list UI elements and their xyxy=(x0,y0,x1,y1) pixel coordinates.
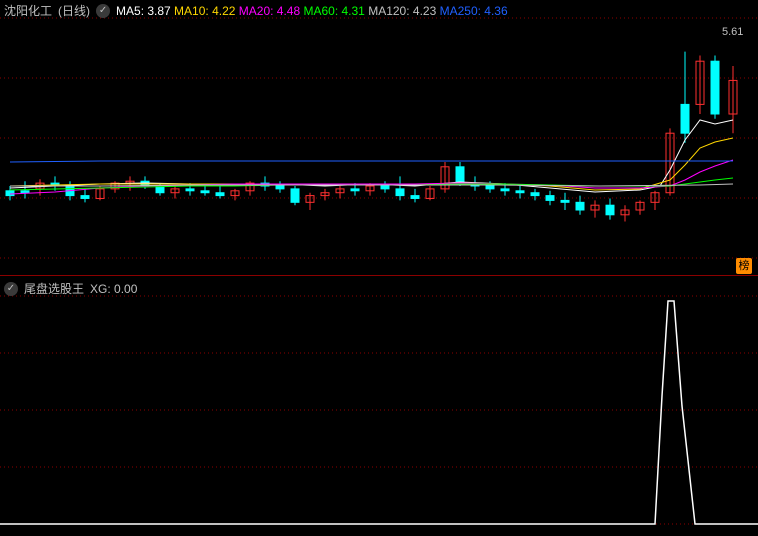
top-chart-header: 沈阳化工 (日线) ✓ MA5: 3.87 MA10: 4.22 MA20: 4… xyxy=(4,2,508,19)
ma-indicator: MA60: 4.31 xyxy=(303,4,368,18)
bottom-chart-header: ✓ 尾盘选股王 XG: 0.00 xyxy=(4,280,137,297)
gear-icon[interactable]: ✓ xyxy=(4,282,18,296)
gear-icon[interactable]: ✓ xyxy=(96,4,110,18)
indicator-panel[interactable]: ✓ 尾盘选股王 XG: 0.00 xyxy=(0,276,758,536)
rank-badge[interactable]: 榜 xyxy=(736,258,752,274)
indicator-svg xyxy=(0,276,758,536)
price-label: 5.61 xyxy=(722,26,743,38)
ma-indicator: MA20: 4.48 xyxy=(239,4,304,18)
ma-indicator: MA120: 4.23 xyxy=(368,4,439,18)
stock-name: 沈阳化工 xyxy=(4,2,52,19)
candlestick-svg xyxy=(0,0,758,276)
indicator-name: 尾盘选股王 xyxy=(24,280,84,297)
ma-indicator: MA250: 4.36 xyxy=(440,4,508,18)
indicator-value: XG: 0.00 xyxy=(90,282,137,296)
stock-chart-container: 沈阳化工 (日线) ✓ MA5: 3.87 MA10: 4.22 MA20: 4… xyxy=(0,0,758,536)
ma-indicator: MA10: 4.22 xyxy=(174,4,239,18)
candlestick-panel[interactable]: 沈阳化工 (日线) ✓ MA5: 3.87 MA10: 4.22 MA20: 4… xyxy=(0,0,758,276)
ma-indicator: MA5: 3.87 xyxy=(116,4,174,18)
chart-period: (日线) xyxy=(58,2,90,19)
